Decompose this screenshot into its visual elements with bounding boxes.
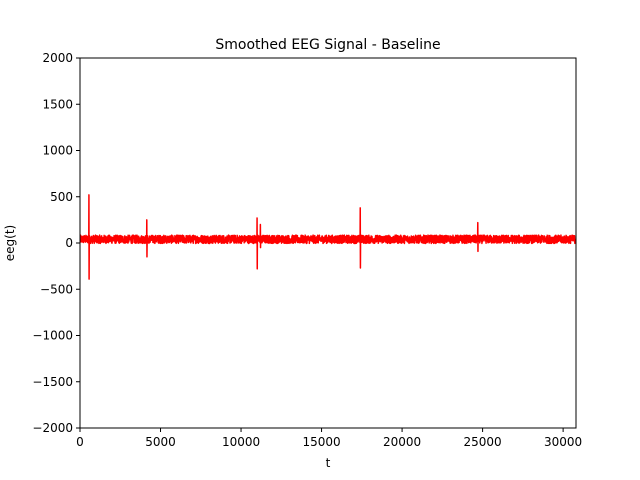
y-tick-label: 500	[50, 190, 73, 204]
x-axis-label: t	[326, 456, 331, 470]
x-tick-label: 5000	[145, 435, 176, 449]
y-tick-label: −1500	[32, 375, 73, 389]
plot-area	[80, 194, 576, 280]
y-tick-label: 2000	[42, 51, 73, 65]
y-axis-label: eeg(t)	[3, 225, 17, 261]
chart-title: Smoothed EEG Signal - Baseline	[215, 37, 440, 53]
y-tick-label: −500	[40, 282, 73, 296]
x-tick-label: 30000	[544, 435, 582, 449]
y-tick-label: 1000	[42, 144, 73, 158]
x-tick-label: 25000	[464, 435, 502, 449]
x-axis: 0 5000 10000 15000 20000 25000 30000	[76, 428, 582, 449]
x-tick-label: 20000	[383, 435, 421, 449]
y-tick-label: 1500	[42, 97, 73, 111]
series-line-eeg	[80, 194, 576, 280]
y-tick-label: −1000	[32, 329, 73, 343]
x-tick-label: 15000	[302, 435, 340, 449]
y-tick-label: −2000	[32, 421, 73, 435]
y-tick-label: 0	[65, 236, 73, 250]
y-axis: −2000 −1500 −1000 −500 0 500 1000 1500 2000	[32, 51, 80, 435]
x-tick-label: 10000	[222, 435, 260, 449]
x-tick-label: 0	[76, 435, 84, 449]
